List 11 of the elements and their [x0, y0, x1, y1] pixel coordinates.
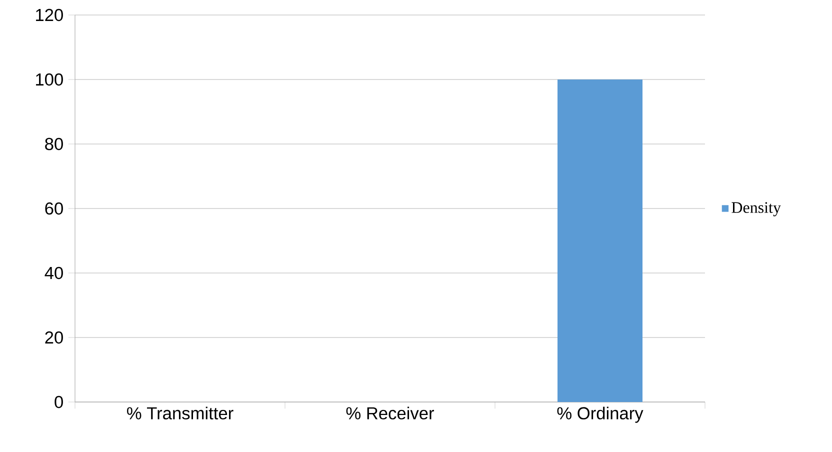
y-tick-label: 120: [36, 8, 63, 22]
legend-label: Density: [732, 202, 781, 216]
y-tick-label: 60: [45, 202, 63, 215]
x-tick-label: % Ordinary: [557, 406, 644, 423]
y-tick-label: 0: [54, 396, 63, 408]
y-tick-label: 20: [45, 331, 63, 344]
y-tick-label: 100: [36, 73, 63, 86]
y-tick-label: 40: [44, 266, 63, 280]
x-tick-label: % Transmitter: [127, 406, 234, 420]
y-tick-label: 80: [45, 138, 63, 150]
x-tick-label: % Receiver: [346, 406, 434, 420]
